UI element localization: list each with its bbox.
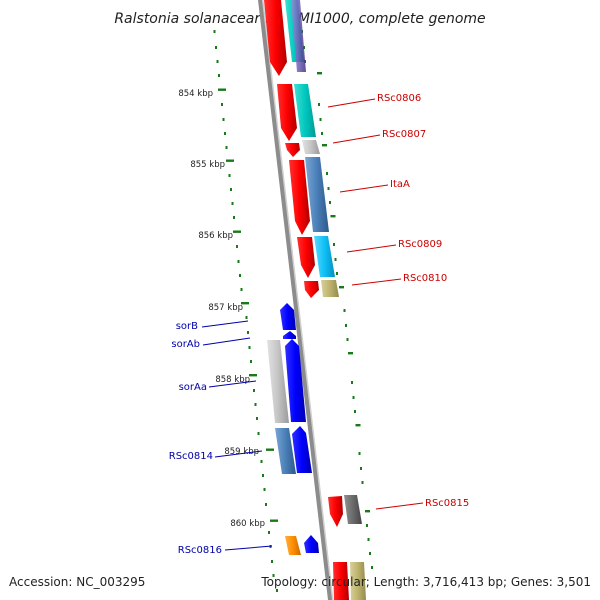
genome-backbone: [258, 0, 333, 600]
tick-label: 855 kbp: [190, 160, 225, 170]
gene-label-rsc0807[interactable]: RSc0807: [382, 129, 426, 140]
tick-label: 860 kbp: [230, 519, 265, 529]
tick-label: 854 kbp: [178, 89, 213, 99]
gene-label-soraa[interactable]: sorAa: [179, 382, 207, 393]
accession-text: Accession: NC_003295: [9, 575, 145, 589]
reverse-gene-labels: [201, 320, 273, 551]
gene-label-rsc0816[interactable]: RSc0816: [178, 545, 222, 556]
gene-label-rsc0810[interactable]: RSc0810: [403, 273, 447, 284]
reverse-strand-genes[interactable]: [267, 303, 319, 555]
topology-text: Topology: circular; Length: 3,716,413 bp…: [260, 575, 591, 589]
tick-label: 857 kbp: [208, 303, 243, 313]
colored-genes[interactable]: [285, 0, 366, 600]
forward-gene-labels: [327, 98, 424, 510]
inner-tick-ring: [301, 30, 373, 569]
gene-label-rsc0809[interactable]: RSc0809: [398, 239, 442, 250]
gene-label-rsc0806[interactable]: RSc0806: [377, 93, 421, 104]
forward-strand-genes[interactable]: [264, 0, 349, 600]
gene-label-sorb[interactable]: sorB: [176, 321, 198, 332]
gene-label-rsc0815[interactable]: RSc0815: [425, 498, 469, 509]
gene-label-rsc0814[interactable]: RSc0814: [169, 451, 213, 462]
tick-label: 858 kbp: [215, 375, 250, 385]
kbp-tick-labels: 854 kbp 855 kbp 856 kbp 857 kbp 858 kbp …: [178, 89, 265, 529]
gene-label-sorab[interactable]: sorAb: [171, 339, 200, 350]
gene-label-itaa[interactable]: ItaA: [390, 179, 410, 190]
outer-tick-ring: [213, 30, 278, 592]
tick-label: 859 kbp: [224, 447, 259, 457]
tick-label: 856 kbp: [198, 231, 233, 241]
